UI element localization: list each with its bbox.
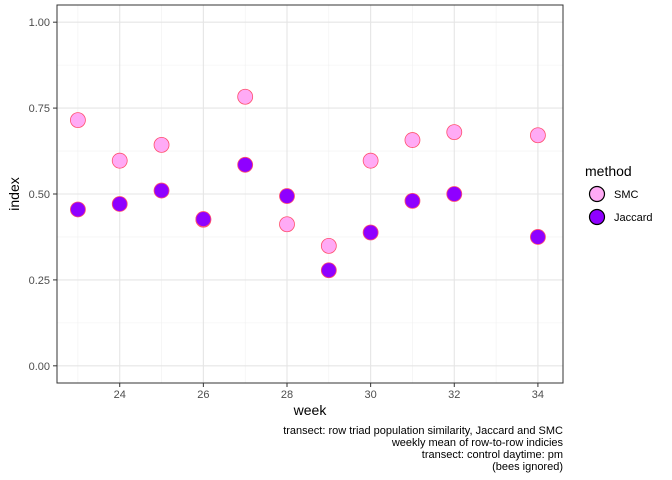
point-jaccard-week-27 [237,156,254,173]
point-smc-week-30 [362,152,379,169]
y-tick-label: 0.75 [29,103,50,115]
x-tick-label: 34 [532,389,544,401]
point-smc-week-28 [279,216,295,233]
y-tick-label: 0.00 [29,361,50,373]
legend-key-smc [588,185,606,203]
y-axis-ticks: 0.00 0.25 0.50 0.75 1.00 [29,17,57,373]
point-jaccard-week-28 [279,188,295,204]
y-tick-label: 0.25 [29,275,50,287]
point-jaccard-week-30 [362,224,379,241]
y-tick-label: 0.50 [29,189,50,201]
x-axis-title: week [293,402,328,418]
legend: method SMC Jaccard [585,163,653,226]
x-axis-ticks: 24 26 28 30 32 34 [114,383,544,401]
point-smc-week-23 [70,112,86,129]
x-tick-label: 28 [281,389,293,401]
caption-line-3: transect: control daytime: pm [422,449,563,461]
point-jaccard-week-29 [320,262,337,279]
point-smc-week-27 [237,88,254,105]
legend-label-jaccard: Jaccard [614,212,653,224]
legend-label-smc: SMC [614,189,639,201]
point-smc-week-31 [404,132,421,148]
x-tick-label: 32 [448,389,460,401]
caption-line-1: transect: row triad population similarit… [283,425,563,437]
point-jaccard-week-26 [195,211,212,227]
caption: transect: row triad population similarit… [283,425,563,473]
point-jaccard-week-32 [446,186,463,202]
point-jaccard-week-23 [70,201,86,218]
point-jaccard-week-25 [153,182,170,199]
x-tick-label: 26 [197,389,209,401]
caption-line-4: (bees ignored) [492,461,563,473]
y-tick-label: 1.00 [29,17,50,29]
data-points [70,88,546,279]
legend-key-jaccard [588,208,606,226]
point-smc-week-25 [153,136,170,153]
point-jaccard-week-24 [111,196,128,212]
point-smc-week-24 [111,152,128,169]
point-smc-week-32 [446,124,463,141]
point-smc-week-34 [530,127,546,144]
x-tick-label: 30 [365,389,377,401]
point-smc-week-29 [320,237,337,254]
y-axis-title: index [6,177,22,210]
point-jaccard-week-31 [404,192,421,209]
legend-title: method [585,163,632,179]
point-jaccard-week-34 [530,229,546,245]
x-tick-label: 24 [114,389,126,401]
caption-line-2: weekly mean of row-to-row indicies [391,437,564,449]
